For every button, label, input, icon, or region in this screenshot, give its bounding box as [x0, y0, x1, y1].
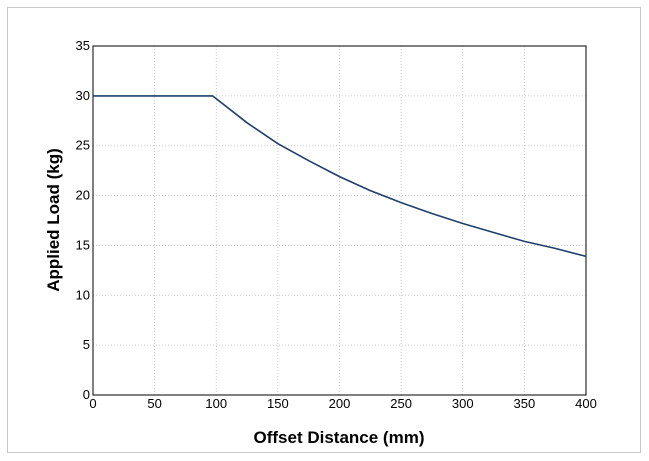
y-tick-label: 30: [76, 88, 90, 103]
y-tick-label: 25: [76, 138, 90, 153]
x-tick-label: 50: [147, 396, 161, 411]
y-tick-labels: 0 5 10 15 20 25 30 35: [76, 38, 90, 402]
x-tick-label: 250: [390, 396, 412, 411]
x-axis-title: Offset Distance (mm): [254, 428, 425, 447]
x-tick-label: 200: [329, 396, 351, 411]
y-tick-label: 5: [83, 337, 90, 352]
x-tick-label: 300: [452, 396, 474, 411]
plot-area: [92, 45, 587, 396]
x-tick-label: 100: [205, 396, 227, 411]
series-layer: [93, 95, 587, 258]
x-tick-label: 350: [514, 396, 536, 411]
y-tick-label: 0: [83, 387, 90, 402]
y-axis-title: Applied Load (kg): [44, 148, 63, 292]
series-line: [93, 95, 587, 258]
x-tick-labels: 0 50 100 150 200 250 300 350 400: [89, 396, 596, 411]
y-tick-label: 15: [76, 237, 90, 252]
y-tick-label: 20: [76, 188, 90, 203]
grid-lines: [93, 46, 586, 395]
x-tick-label: 0: [89, 396, 96, 411]
y-tick-label: 35: [76, 38, 90, 53]
x-tick-label: 150: [267, 396, 289, 411]
x-tick-label: 400: [575, 396, 597, 411]
chart-frame: [7, 7, 641, 453]
y-tick-label: 10: [76, 287, 90, 302]
